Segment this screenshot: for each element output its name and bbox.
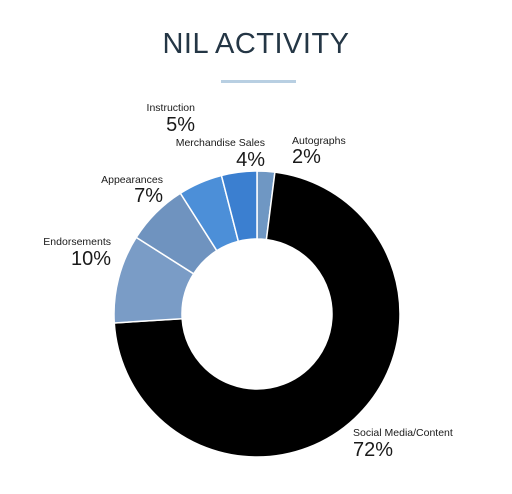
slice-social-media-content: [113, 171, 401, 458]
chart-title: NIL ACTIVITY: [162, 28, 350, 60]
slice-label-endorsements: Endorsements: [43, 236, 111, 248]
slice-label-autographs: Autographs: [292, 135, 346, 147]
slice-value-appearances: 7%: [134, 185, 163, 207]
slice-value-endorsements: 10%: [71, 248, 111, 270]
slice-label-social-media-content: Social Media/Content: [353, 427, 453, 439]
slice-merchandise-sales: [220, 170, 258, 243]
title-underline: [221, 80, 296, 83]
slice-value-autographs: 2%: [292, 146, 321, 168]
slice-label-merchandise-sales: Merchandise Sales: [176, 137, 265, 149]
slice-label-instruction: Instruction: [147, 102, 196, 114]
slice-value-merchandise-sales: 4%: [236, 149, 265, 171]
slice-label-appearances: Appearances: [101, 174, 163, 186]
slice-value-instruction: 5%: [166, 114, 195, 136]
donut-slices: [113, 170, 401, 458]
slice-value-social-media-content: 72%: [353, 439, 393, 461]
